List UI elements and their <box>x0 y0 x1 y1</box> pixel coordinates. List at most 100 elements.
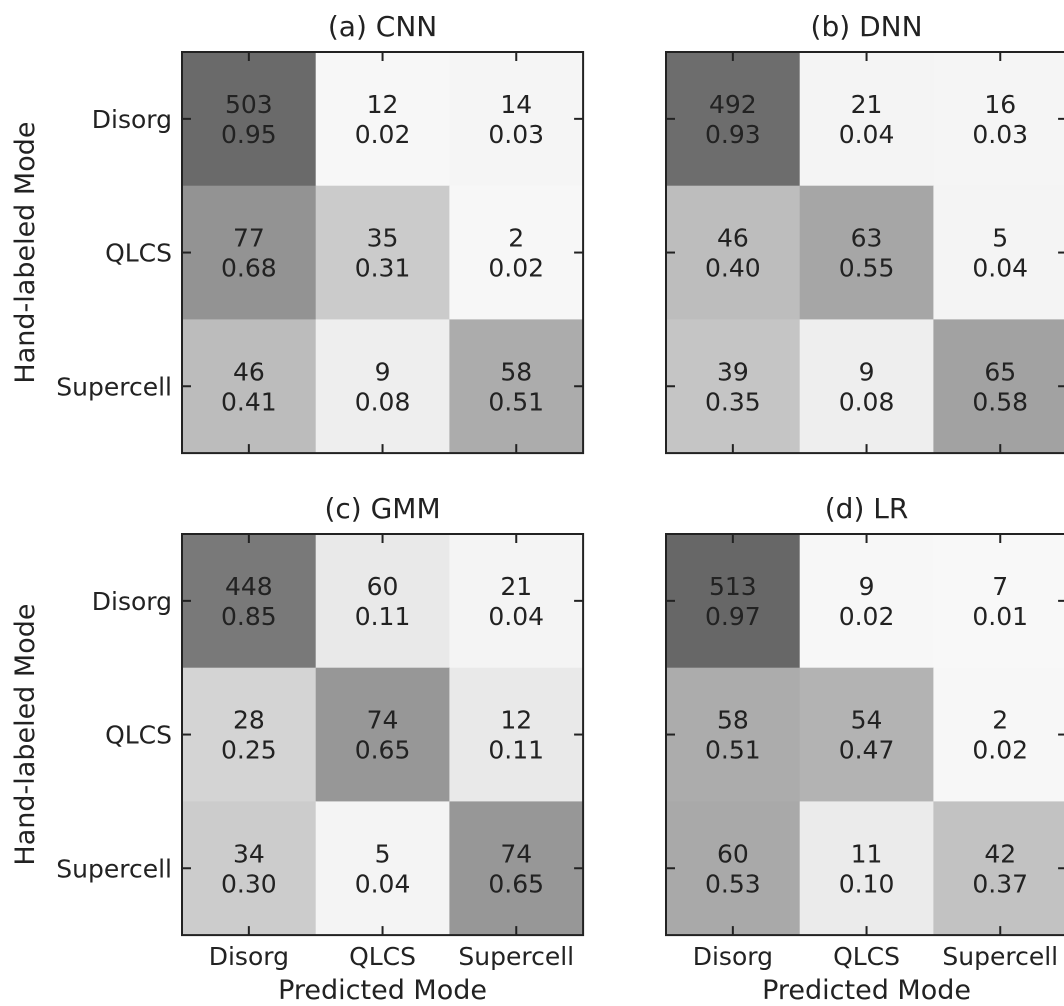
cell-count-label: 503 <box>225 90 273 119</box>
cell-fraction-label: 0.04 <box>839 120 895 149</box>
cell-count-label: 60 <box>717 839 749 868</box>
heatmap-cell <box>933 319 1064 454</box>
cell-count-label: 21 <box>851 90 883 119</box>
heatmap-cell <box>182 534 317 669</box>
heatmap-cell <box>449 667 584 802</box>
x-tick-label: Disorg <box>693 942 773 971</box>
cell-fraction-label: 0.02 <box>972 736 1028 765</box>
cell-count-label: 9 <box>859 572 875 601</box>
cell-count-label: 16 <box>984 90 1016 119</box>
cell-fraction-label: 0.08 <box>839 387 895 416</box>
panel-1: 4920.93210.04160.03460.40630.5550.04390.… <box>665 10 1064 455</box>
cell-count-label: 60 <box>367 572 399 601</box>
cell-count-label: 7 <box>992 572 1008 601</box>
cell-count-label: 11 <box>851 839 883 868</box>
cell-count-label: 58 <box>500 357 532 386</box>
heatmap-cell <box>799 534 934 669</box>
heatmap-cell <box>799 319 934 454</box>
cell-count-label: 46 <box>717 224 749 253</box>
panel-title: (a) CNN <box>328 10 437 43</box>
cell-fraction-label: 0.65 <box>355 736 411 765</box>
panel-title: (b) DNN <box>811 10 923 43</box>
cell-fraction-label: 0.41 <box>221 387 277 416</box>
x-axis-label: Predicted Mode <box>762 975 971 1006</box>
heatmap-cell <box>799 801 934 936</box>
cell-fraction-label: 0.30 <box>221 869 277 898</box>
x-axis-label: Predicted Mode <box>278 975 487 1006</box>
heatmap-cell <box>315 534 450 669</box>
heatmap-cell <box>182 319 317 454</box>
heatmap-cell <box>315 801 450 936</box>
y-tick-label: QLCS <box>105 721 172 750</box>
y-tick-label: Supercell <box>56 372 172 401</box>
cell-fraction-label: 0.37 <box>972 869 1028 898</box>
cell-count-label: 54 <box>851 706 883 735</box>
heatmap-cell <box>315 667 450 802</box>
cell-count-label: 2 <box>992 706 1008 735</box>
cell-count-label: 46 <box>233 357 265 386</box>
cell-fraction-label: 0.04 <box>488 602 544 631</box>
heatmap-cell <box>799 667 934 802</box>
x-tick-label: QLCS <box>833 942 900 971</box>
heatmap-cell <box>182 52 317 187</box>
x-tick-label: QLCS <box>349 942 416 971</box>
cell-count-label: 448 <box>225 572 273 601</box>
cell-count-label: 39 <box>717 357 749 386</box>
x-tick-label: Disorg <box>209 942 289 971</box>
cell-fraction-label: 0.97 <box>705 602 761 631</box>
cell-fraction-label: 0.10 <box>839 869 895 898</box>
cell-count-label: 63 <box>851 224 883 253</box>
heatmap-cell <box>933 534 1064 669</box>
x-tick-label: Supercell <box>942 942 1058 971</box>
cell-fraction-label: 0.58 <box>972 387 1028 416</box>
heatmap-cell <box>799 185 934 320</box>
panel-0: 5030.95120.02140.03770.68350.3120.02460.… <box>10 10 585 455</box>
cell-fraction-label: 0.04 <box>355 869 411 898</box>
y-axis-label: Hand-labeled Mode <box>10 122 41 384</box>
cell-fraction-label: 0.55 <box>839 254 895 283</box>
heatmap-cell <box>666 52 801 187</box>
cell-fraction-label: 0.03 <box>972 120 1028 149</box>
cell-fraction-label: 0.65 <box>488 869 544 898</box>
cell-count-label: 65 <box>984 357 1016 386</box>
cell-fraction-label: 0.01 <box>972 602 1028 631</box>
cell-count-label: 513 <box>709 572 757 601</box>
heatmap-cell <box>182 185 317 320</box>
heatmap-cell <box>449 319 584 454</box>
cell-count-label: 9 <box>375 357 391 386</box>
cell-fraction-label: 0.47 <box>839 736 895 765</box>
x-tick-label: Supercell <box>458 942 574 971</box>
cell-count-label: 58 <box>717 706 749 735</box>
cell-count-label: 14 <box>500 90 532 119</box>
cell-count-label: 12 <box>500 706 532 735</box>
cell-fraction-label: 0.40 <box>705 254 761 283</box>
y-axis-label: Hand-labeled Mode <box>10 604 41 866</box>
cell-fraction-label: 0.04 <box>972 254 1028 283</box>
cell-fraction-label: 0.95 <box>221 120 277 149</box>
cell-count-label: 5 <box>992 224 1008 253</box>
cell-count-label: 2 <box>508 224 524 253</box>
heatmap-cell <box>449 534 584 669</box>
cell-count-label: 21 <box>500 572 532 601</box>
heatmap-cell <box>315 185 450 320</box>
cell-count-label: 34 <box>233 839 265 868</box>
heatmap-cell <box>315 52 450 187</box>
y-tick-label: QLCS <box>105 239 172 268</box>
heatmap-cell <box>666 667 801 802</box>
heatmap-cell <box>449 52 584 187</box>
cell-fraction-label: 0.03 <box>488 120 544 149</box>
heatmap-cell <box>933 667 1064 802</box>
cell-count-label: 74 <box>367 706 399 735</box>
cell-fraction-label: 0.93 <box>705 120 761 149</box>
y-tick-label: Supercell <box>56 854 172 883</box>
cell-count-label: 28 <box>233 706 265 735</box>
cell-count-label: 74 <box>500 839 532 868</box>
heatmap-cell <box>182 801 317 936</box>
cell-fraction-label: 0.02 <box>839 602 895 631</box>
cell-fraction-label: 0.53 <box>705 869 761 898</box>
cell-fraction-label: 0.31 <box>355 254 411 283</box>
cell-fraction-label: 0.85 <box>221 602 277 631</box>
cell-count-label: 42 <box>984 839 1016 868</box>
cell-fraction-label: 0.51 <box>488 387 544 416</box>
